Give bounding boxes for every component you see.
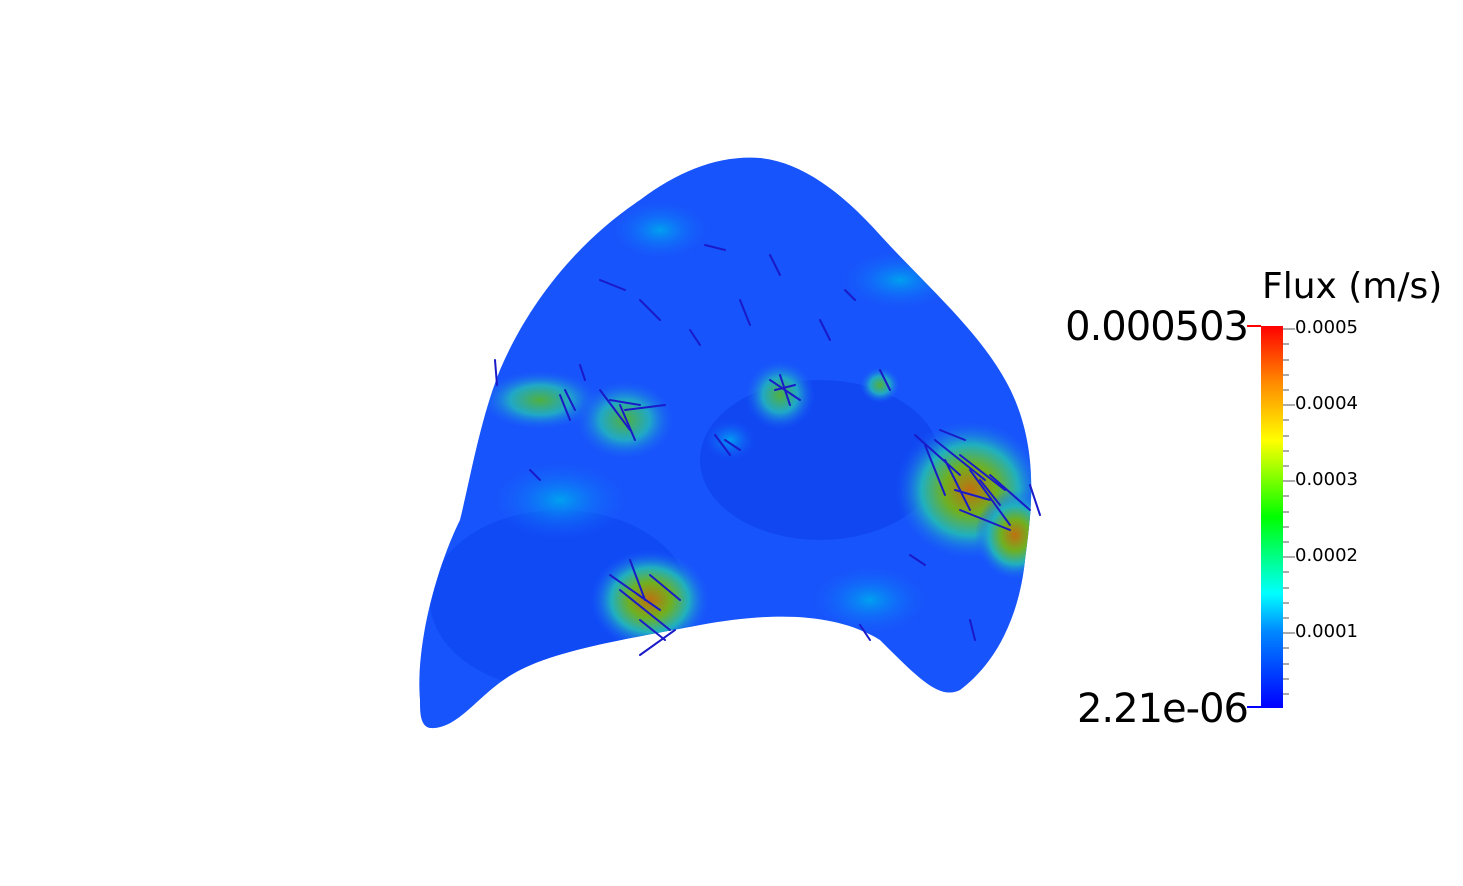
legend-range-min: 2.21e-06	[1076, 686, 1249, 732]
colorbar	[1261, 326, 1283, 708]
legend-range-max: 0.000503	[1065, 304, 1249, 350]
legend-title: Flux (m/s)	[1262, 266, 1443, 307]
legend-tick-label: 0.0001	[1295, 621, 1358, 642]
legend-tick-label: 0.0005	[1295, 317, 1358, 338]
legend-tick-label: 0.0003	[1295, 469, 1358, 490]
legend-tick-label: 0.0004	[1295, 393, 1358, 414]
colorbar-ticks	[1283, 328, 1295, 695]
legend-tick-label: 0.0002	[1295, 545, 1358, 566]
color-legend	[1247, 325, 1295, 708]
flux-surface	[419, 157, 1032, 729]
flux-vector-glyphs	[494, 244, 1041, 656]
